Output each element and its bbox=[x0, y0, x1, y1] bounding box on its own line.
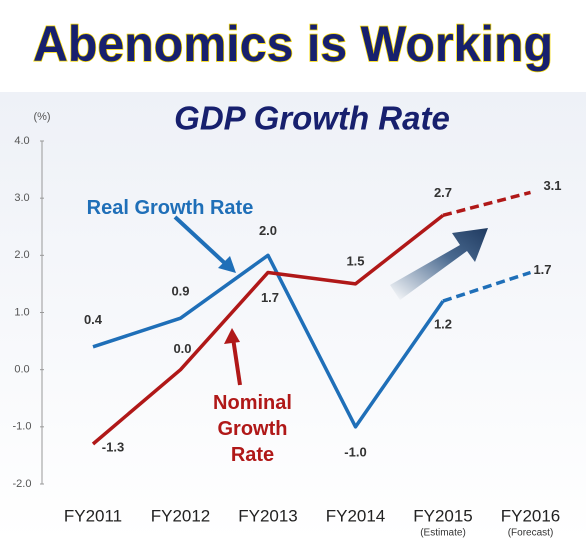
series-line bbox=[91, 213, 445, 446]
data-label: 1.7 bbox=[533, 262, 551, 277]
annotation-arrowhead bbox=[224, 328, 240, 344]
y-tick-label: 4.0 bbox=[14, 135, 29, 147]
data-label: 0.0 bbox=[173, 341, 191, 356]
y-tick-label: 0.0 bbox=[14, 364, 29, 376]
y-tick-label: -1.0 bbox=[13, 421, 32, 433]
series-line bbox=[442, 190, 531, 218]
x-tick-note: (Estimate) bbox=[420, 528, 466, 539]
data-label: 1.7 bbox=[261, 290, 279, 305]
y-tick-label: 1.0 bbox=[14, 306, 29, 318]
data-label: 0.4 bbox=[84, 312, 103, 327]
data-label: -1.0 bbox=[344, 444, 366, 459]
x-tick-label: FY2013 bbox=[238, 506, 298, 525]
series-line bbox=[92, 253, 445, 429]
x-tick-label: FY2012 bbox=[151, 506, 211, 525]
y-tick-label: 2.0 bbox=[14, 249, 29, 261]
data-label: 0.9 bbox=[171, 284, 189, 299]
x-tick-label: FY2016 bbox=[501, 506, 561, 525]
x-tick-label: FY2015 bbox=[413, 506, 473, 525]
data-label: 3.1 bbox=[543, 178, 561, 193]
data-label: 1.5 bbox=[346, 253, 364, 268]
y-tick-label: 3.0 bbox=[14, 192, 29, 204]
chart-title: Abenomics is Working bbox=[33, 16, 553, 72]
y-unit: (%) bbox=[33, 111, 50, 123]
data-label: 2.0 bbox=[259, 223, 277, 238]
y-tick-label: -2.0 bbox=[13, 478, 32, 490]
x-tick-note: (Forecast) bbox=[508, 528, 554, 539]
series-line bbox=[442, 270, 532, 303]
real-label: Real Growth Rate bbox=[86, 197, 254, 219]
annotation-arrow bbox=[231, 337, 242, 386]
annotation-arrowhead bbox=[218, 256, 236, 273]
plot-background bbox=[0, 92, 586, 541]
data-label: -1.3 bbox=[102, 439, 124, 454]
data-label: 1.2 bbox=[434, 317, 452, 332]
x-tick-label: FY2011 bbox=[64, 506, 122, 525]
trend-arrow bbox=[390, 228, 488, 300]
nominal-label: Nominal Growth Rate bbox=[213, 392, 292, 466]
x-tick-label: FY2014 bbox=[326, 506, 386, 525]
chart-subtitle: GDP Growth Rate bbox=[174, 100, 450, 137]
data-label: 2.7 bbox=[434, 185, 452, 200]
annotation-arrow bbox=[173, 215, 232, 270]
